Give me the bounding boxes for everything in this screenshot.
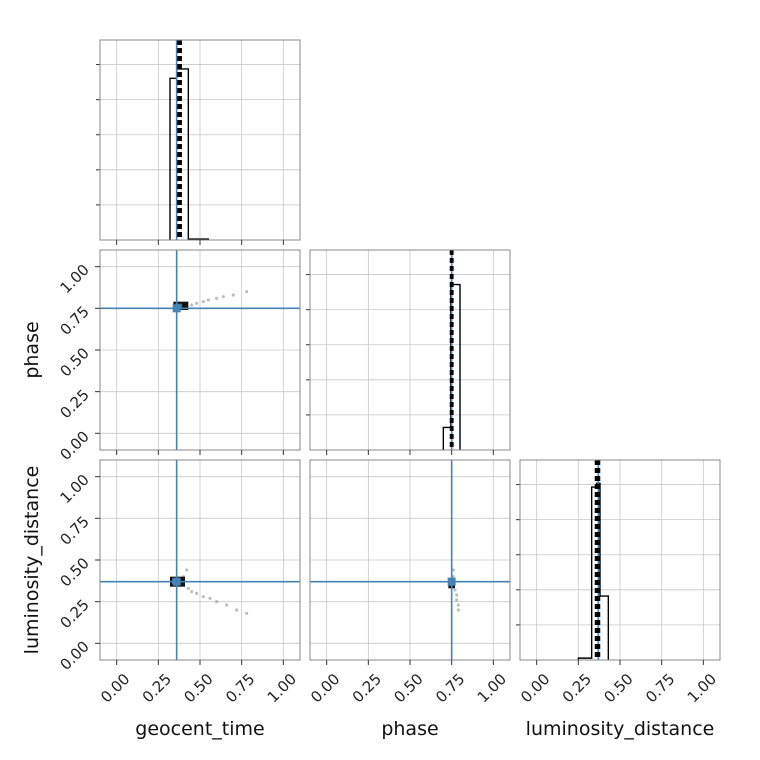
panel-phase_vs_geocent_time [95, 249, 301, 455]
x-axis-label-luminosity_distance: luminosity_distance [526, 718, 715, 740]
y-tick-label: 0.75 [56, 302, 92, 338]
x-tick-label: 0.00 [307, 670, 343, 706]
x-tick-label: 0.50 [600, 670, 636, 706]
x-tick-label: 0.75 [642, 670, 678, 706]
x-axis-label-geocent_time: geocent_time [135, 718, 264, 740]
y-axis-label-phase: phase [21, 321, 43, 378]
truth-marker [172, 577, 181, 586]
y-tick-label: 0.50 [56, 554, 92, 590]
y-tick-label: 0.00 [56, 637, 92, 673]
scatter-point [215, 296, 219, 300]
y-tick-label: 0.50 [56, 344, 92, 380]
scatter-point [201, 595, 205, 599]
y-tick-label: 0.75 [56, 512, 92, 548]
scatter-point [451, 568, 455, 572]
x-tick-label: 1.00 [684, 670, 720, 706]
scatter-point [225, 603, 229, 607]
scatter-point [195, 301, 199, 305]
scatter-point [451, 575, 455, 579]
x-tick-label: 0.50 [390, 670, 426, 706]
x-axis-label-phase: phase [381, 718, 438, 740]
scatter-point [190, 303, 194, 307]
x-tick-label: 0.00 [97, 670, 133, 706]
x-tick-label: 0.75 [222, 670, 258, 706]
scatter-point [245, 290, 249, 294]
y-tick-label: 1.00 [56, 261, 92, 297]
y-tick-label: 0.25 [56, 596, 92, 632]
scatter-point [456, 603, 460, 607]
hist-panel-geocent_time [96, 39, 301, 245]
scatter-point [215, 600, 219, 604]
scatter-point [231, 293, 235, 297]
scatter-point [221, 295, 225, 299]
x-tick-label: 0.50 [180, 670, 216, 706]
scatter-point [195, 591, 199, 595]
scatter-point [456, 608, 460, 612]
scatter-point [206, 298, 210, 302]
scatter-point [186, 586, 190, 590]
histogram-geocent_time [169, 68, 210, 240]
scatter-point [245, 611, 249, 615]
truth-marker [447, 577, 456, 586]
scatter-point [453, 588, 457, 592]
y-tick-label: 0.25 [56, 386, 92, 422]
scatter-point [190, 590, 194, 594]
y-tick-label: 1.00 [56, 471, 92, 507]
x-tick-label: 0.25 [139, 670, 175, 706]
scatter-point [201, 300, 205, 304]
scatter-point [455, 598, 459, 602]
scatter-point [455, 593, 459, 597]
x-tick-label: 1.00 [474, 670, 510, 706]
x-tick-label: 0.75 [432, 670, 468, 706]
truth-marker [172, 304, 181, 313]
panel-luminosity_distance_vs_geocent_time [95, 459, 301, 665]
x-tick-label: 0.25 [559, 670, 595, 706]
scatter-point [208, 596, 212, 600]
scatter-point [235, 608, 239, 612]
y-tick-label: 0.00 [56, 427, 92, 463]
x-tick-label: 0.00 [517, 670, 553, 706]
hist-panel-luminosity_distance [516, 459, 721, 665]
x-tick-label: 0.25 [349, 670, 385, 706]
panel-luminosity_distance_vs_phase [309, 459, 511, 665]
hist-panel-phase [306, 249, 511, 455]
y-axis-label-luminosity_distance: luminosity_distance [21, 466, 43, 655]
scatter-point [185, 568, 189, 572]
x-tick-label: 1.00 [264, 670, 300, 706]
histogram-luminosity_distance [577, 482, 610, 660]
